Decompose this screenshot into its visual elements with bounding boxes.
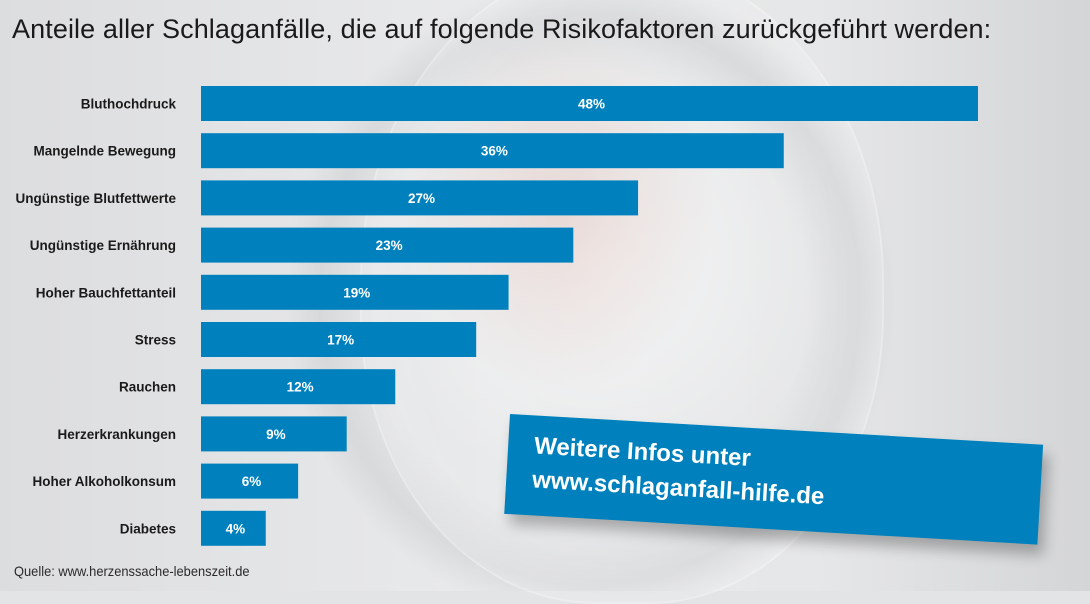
category-label-6: Rauchen [119, 380, 176, 395]
bar-2 [201, 180, 639, 216]
value-label-5: 17% [327, 333, 354, 348]
bar-9 [201, 510, 266, 546]
value-label-4: 19% [343, 285, 370, 300]
category-label-0: Bluthochdruck [81, 97, 177, 112]
category-label-4: Hoher Bauchfettanteil [36, 285, 176, 300]
category-label-7: Herzerkrankungen [57, 427, 176, 442]
bar-6 [201, 369, 396, 405]
value-label-7: 9% [266, 427, 286, 442]
category-label-1: Mangelnde Bewegung [33, 144, 176, 159]
bar-1 [201, 133, 784, 169]
value-label-1: 36% [481, 144, 508, 159]
category-label-2: Ungünstige Blutfettwerte [16, 191, 177, 206]
bar-8 [201, 463, 299, 499]
value-label-3: 23% [376, 238, 403, 253]
value-label-6: 12% [287, 380, 314, 395]
category-label-5: Stress [135, 333, 176, 348]
bar-4 [201, 274, 509, 310]
value-label-2: 27% [408, 191, 435, 206]
bar-3 [201, 227, 574, 263]
bar-5 [201, 322, 477, 357]
value-label-8: 6% [242, 474, 262, 489]
source-note: Quelle: www.herzenssache-lebenszeit.de [14, 563, 250, 579]
category-label-9: Diabetes [120, 521, 176, 536]
category-label-8: Hoher Alkoholkonsum [32, 474, 176, 489]
value-label-0: 48% [578, 97, 605, 112]
bar-0 [201, 86, 978, 121]
chart-title: Anteile aller Schlaganfälle, die auf fol… [12, 14, 992, 44]
bar-chart: Bluthochdruck 48% Mangelnde Bewegung 36% Ung… [16, 86, 978, 546]
bar-7 [201, 416, 347, 452]
category-label-3: Ungünstige Ernährung [30, 238, 176, 253]
value-label-9: 4% [226, 521, 246, 536]
